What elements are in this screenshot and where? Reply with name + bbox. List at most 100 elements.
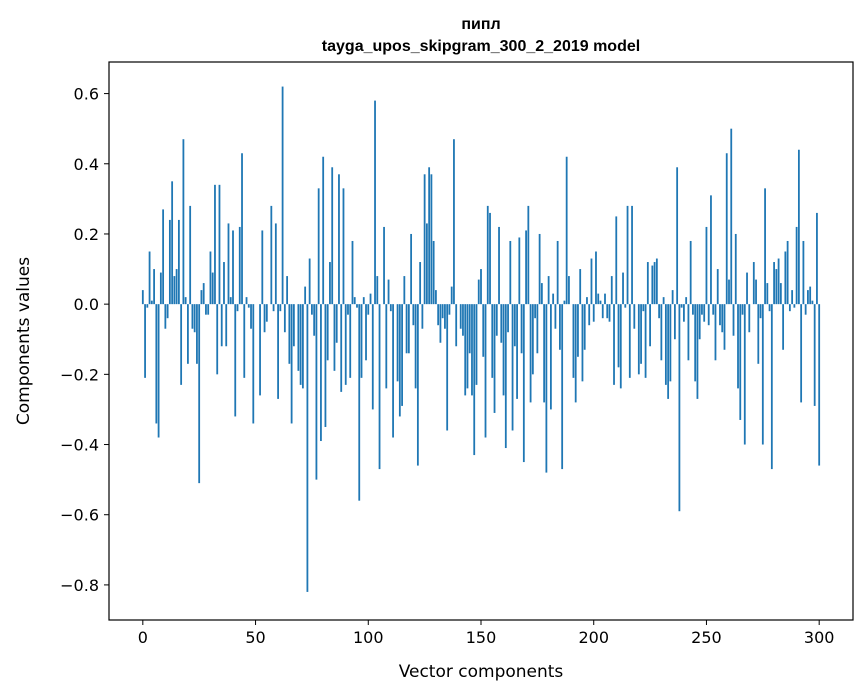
bar — [252, 304, 255, 424]
bar — [425, 223, 428, 305]
bar — [583, 304, 586, 350]
bar — [306, 304, 309, 592]
bar — [171, 181, 174, 305]
bar — [148, 251, 151, 305]
bar — [223, 262, 225, 305]
bar — [466, 304, 469, 389]
bars-group — [141, 86, 821, 592]
bar — [493, 304, 496, 413]
bar — [802, 240, 805, 305]
bar — [743, 304, 746, 445]
bar — [484, 304, 487, 438]
bar — [205, 304, 207, 315]
y-tick-label: −0.6 — [60, 506, 99, 525]
bar — [552, 293, 555, 305]
bar — [168, 219, 171, 305]
bar — [198, 304, 201, 484]
bar — [489, 212, 491, 305]
bar — [646, 262, 649, 305]
bar — [698, 304, 701, 340]
bar — [800, 304, 803, 403]
bar — [369, 293, 372, 305]
bar — [538, 233, 541, 305]
bar — [658, 304, 661, 319]
bar — [793, 304, 796, 308]
bar — [710, 195, 712, 305]
bar — [471, 304, 473, 396]
y-tick-label: 0.6 — [74, 85, 99, 104]
bar — [196, 304, 198, 364]
bar — [590, 258, 593, 305]
bar — [807, 290, 809, 305]
bar — [741, 304, 744, 315]
bar — [563, 300, 566, 305]
bar — [153, 269, 155, 305]
bar — [683, 304, 685, 322]
bar — [241, 153, 243, 305]
bar — [770, 304, 773, 470]
bar — [446, 304, 449, 431]
x-tick-label: 50 — [245, 628, 265, 647]
bar — [696, 304, 699, 399]
bar — [640, 304, 642, 364]
bar — [414, 304, 417, 389]
bar — [297, 304, 300, 371]
plot-area-frame — [108, 61, 854, 621]
bar — [761, 304, 764, 445]
bar — [527, 205, 530, 305]
bar — [416, 304, 419, 466]
bar — [265, 304, 268, 322]
bar — [586, 297, 588, 305]
bar — [412, 304, 415, 326]
bar — [520, 304, 523, 354]
bar — [428, 167, 431, 305]
bar — [389, 304, 392, 312]
y-tick-label: −0.4 — [60, 436, 99, 455]
bar — [236, 304, 239, 312]
bar — [329, 262, 331, 305]
bar — [468, 304, 471, 354]
bar — [642, 304, 645, 312]
bar — [202, 283, 205, 305]
bar — [619, 304, 622, 389]
bar — [784, 251, 787, 305]
bar — [689, 240, 692, 305]
x-tick-label: 300 — [804, 628, 835, 647]
bar — [331, 167, 334, 305]
bar — [311, 304, 313, 315]
bar — [403, 276, 406, 305]
bar — [786, 240, 789, 305]
bar — [347, 304, 349, 315]
bar — [502, 304, 505, 396]
bar — [480, 269, 482, 305]
bar — [655, 258, 658, 305]
bar — [779, 283, 782, 305]
bar — [577, 304, 579, 357]
bar — [721, 304, 724, 333]
bar — [211, 272, 214, 305]
bar — [592, 304, 595, 322]
bar — [419, 262, 422, 305]
bar — [245, 297, 248, 305]
bar — [818, 304, 821, 466]
bar — [216, 304, 219, 375]
bar — [180, 304, 183, 385]
bar — [247, 304, 250, 308]
y-tick-label: 0.4 — [74, 155, 99, 174]
bar — [376, 276, 379, 305]
bar — [667, 304, 670, 399]
x-tick-label: 150 — [466, 628, 497, 647]
bar — [437, 304, 440, 326]
bar — [561, 304, 564, 470]
bar — [671, 290, 674, 305]
x-tick-label: 200 — [578, 628, 609, 647]
bar — [613, 304, 615, 385]
bar — [728, 279, 730, 305]
bar — [498, 226, 500, 305]
bar — [283, 304, 286, 333]
bar — [444, 304, 446, 329]
bar — [732, 304, 735, 336]
bar — [175, 269, 178, 305]
x-axis-ticks: 0 50 100 150 200 250 300 — [138, 620, 835, 647]
bar — [238, 226, 241, 305]
